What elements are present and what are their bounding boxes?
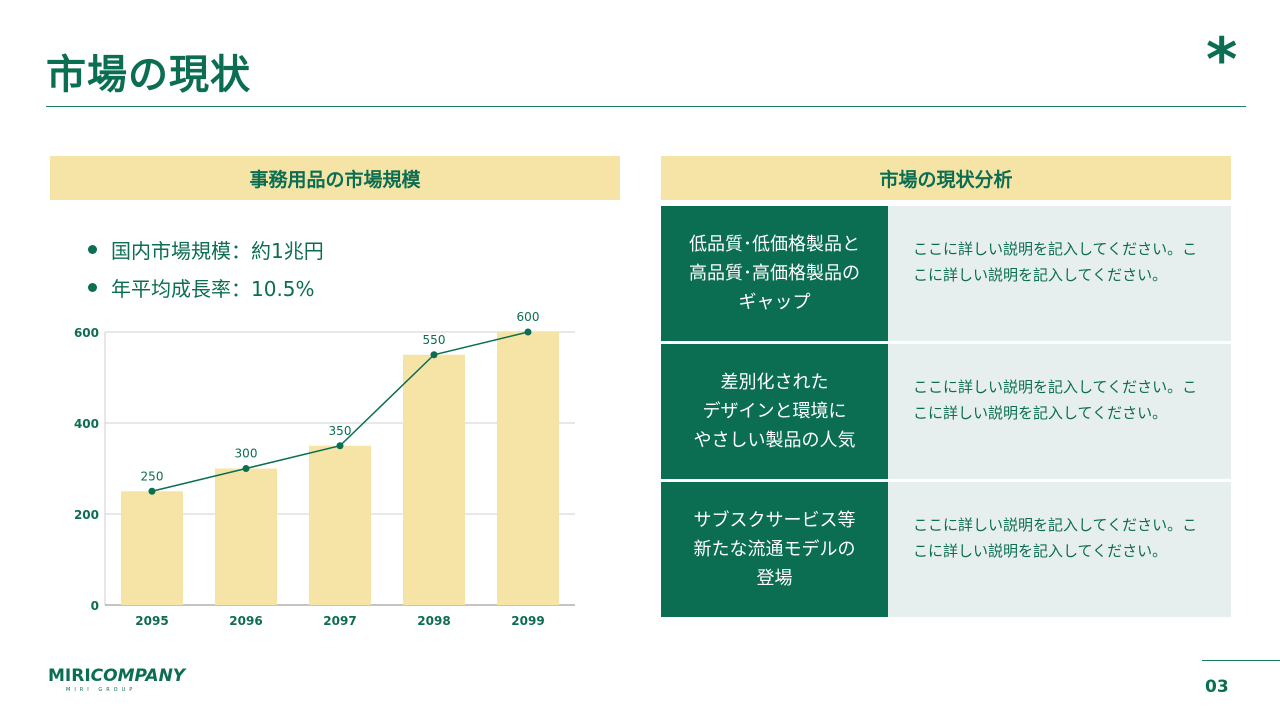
title-divider (46, 106, 1246, 107)
page-title: 市場の現状 (46, 52, 251, 98)
analysis-table: 低品質･低価格製品と 高品質･高価格製品の ギャップ ここに詳しい説明を記入して… (661, 206, 1231, 620)
logo-prefix: MIRI (48, 666, 91, 686)
svg-text:200: 200 (74, 508, 99, 522)
svg-text:2096: 2096 (229, 614, 262, 628)
svg-text:300: 300 (235, 447, 258, 461)
analysis-header: 市場の現状分析 (661, 156, 1231, 200)
company-logo: MIRICOMPANY MIRI GROUP (48, 666, 186, 694)
analysis-row: 差別化された デザインと環境に やさしい製品の人気 ここに詳しい説明を記入してく… (661, 344, 1231, 479)
analysis-row-description: ここに詳しい説明を記入してください。ここに詳しい説明を記入してください。 (888, 344, 1231, 479)
analysis-row-description: ここに詳しい説明を記入してください。ここに詳しい説明を記入してください。 (888, 482, 1231, 617)
svg-text:2097: 2097 (323, 614, 356, 628)
analysis-row: 低品質･低価格製品と 高品質･高価格製品の ギャップ ここに詳しい説明を記入して… (661, 206, 1231, 341)
logo-suffix: COMPANY (90, 666, 186, 686)
bullet-item: 国内市場規模：約1兆円 (88, 230, 324, 268)
page-number: 03 (1205, 677, 1229, 697)
bullet-dot-icon (88, 244, 97, 254)
svg-text:250: 250 (141, 469, 164, 483)
svg-text:600: 600 (517, 310, 540, 324)
analysis-row: サブスクサービス等 新たな流通モデルの 登場 ここに詳しい説明を記入してください… (661, 482, 1231, 617)
page-number-divider (1202, 660, 1280, 661)
logo-subtitle: MIRI GROUP (66, 687, 137, 693)
analysis-row-label: 低品質･低価格製品と 高品質･高価格製品の ギャップ (661, 206, 888, 341)
svg-text:2098: 2098 (417, 614, 450, 628)
market-size-chart: 0 200 400 600 2095 2096 2097 2098 2099 250 300 350 5… (60, 300, 600, 640)
svg-text:550: 550 (423, 333, 446, 347)
analysis-row-label: サブスクサービス等 新たな流通モデルの 登場 (661, 482, 888, 617)
svg-text:350: 350 (329, 424, 352, 438)
market-size-header: 事務用品の市場規模 (50, 156, 620, 200)
svg-text:600: 600 (74, 326, 99, 340)
svg-text:0: 0 (91, 599, 99, 613)
analysis-row-label: 差別化された デザインと環境に やさしい製品の人気 (661, 344, 888, 479)
svg-text:2095: 2095 (135, 614, 168, 628)
analysis-row-description: ここに詳しい説明を記入してください。ここに詳しい説明を記入してください。 (888, 206, 1231, 341)
asterisk-icon: * (1206, 25, 1238, 95)
svg-text:400: 400 (74, 417, 99, 431)
svg-text:2099: 2099 (511, 614, 544, 628)
bullet-item: 年平均成長率：10.5% (88, 268, 324, 306)
bullet-dot-icon (88, 282, 97, 292)
market-size-bullets: 国内市場規模：約1兆円 年平均成長率：10.5% (88, 230, 324, 306)
